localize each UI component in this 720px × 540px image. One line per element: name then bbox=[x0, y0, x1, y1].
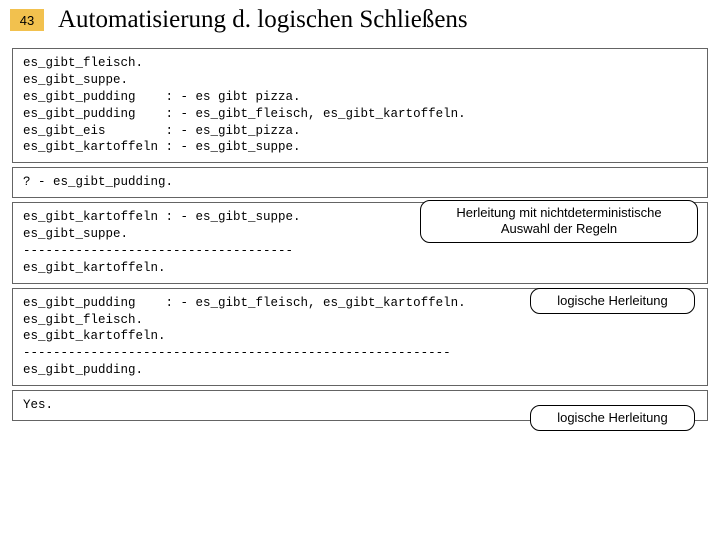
callout-herleitung-2: logische Herleitung bbox=[530, 405, 695, 431]
page-number: 43 bbox=[20, 13, 34, 28]
callout-nondeterministic: Herleitung mit nichtdeterministische Aus… bbox=[420, 200, 698, 243]
code-box-facts-rules: es_gibt_fleisch. es_gibt_suppe. es_gibt_… bbox=[12, 48, 708, 163]
slide-header: 43 Automatisierung d. logischen Schließe… bbox=[0, 0, 720, 44]
page-number-badge: 43 bbox=[10, 9, 44, 31]
code-box-query: ? - es_gibt_pudding. bbox=[12, 167, 708, 198]
callout-herleitung-1: logische Herleitung bbox=[530, 288, 695, 314]
slide-title: Automatisierung d. logischen Schließens bbox=[58, 6, 468, 34]
